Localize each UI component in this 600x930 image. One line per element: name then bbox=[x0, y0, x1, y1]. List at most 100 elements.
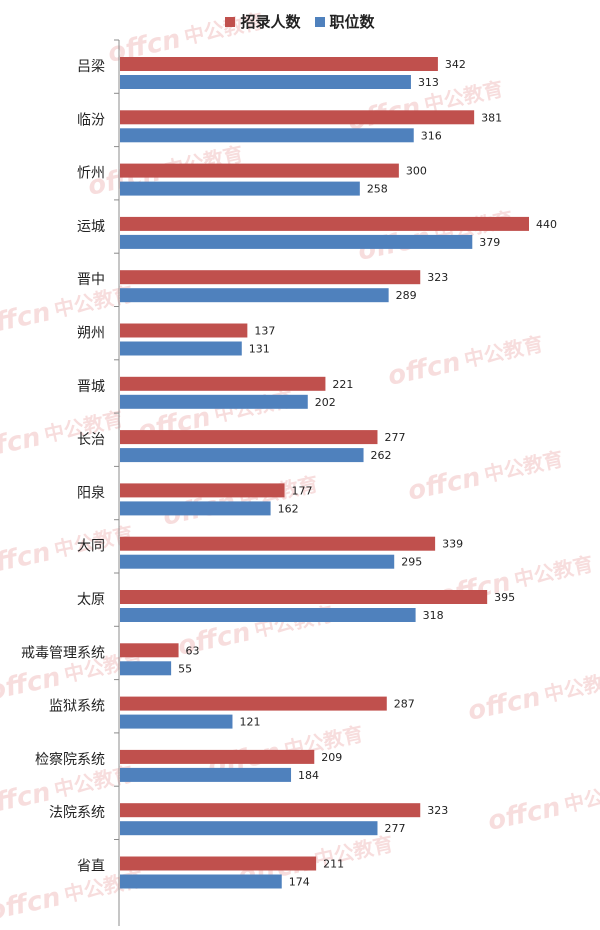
watermark-text: 中公教育 bbox=[512, 552, 595, 592]
category-label: 戒毒管理系统 bbox=[21, 645, 105, 661]
data-label: 277 bbox=[384, 822, 405, 835]
bar bbox=[120, 430, 378, 445]
bar bbox=[120, 376, 326, 391]
data-label: 289 bbox=[396, 289, 417, 302]
watermark-brand: offcn bbox=[405, 462, 483, 507]
bar bbox=[120, 181, 360, 196]
watermark-brand: offcn bbox=[0, 882, 63, 926]
watermark-text: 中公教育 bbox=[482, 447, 565, 487]
bar bbox=[120, 128, 414, 143]
bar bbox=[120, 608, 416, 622]
data-label: 295 bbox=[401, 556, 422, 569]
bar bbox=[120, 590, 488, 604]
data-label: 131 bbox=[249, 343, 270, 356]
category-label: 大同 bbox=[77, 539, 105, 555]
bar bbox=[120, 57, 438, 71]
bar bbox=[120, 501, 271, 516]
category-label: 法院系统 bbox=[49, 805, 105, 821]
legend-item-series-2: 职位数 bbox=[314, 11, 375, 32]
bar bbox=[120, 110, 475, 125]
legend-swatch-series-1 bbox=[225, 16, 236, 27]
category-label: 检察院系统 bbox=[35, 751, 105, 768]
legend-label-series-1: 招录人数 bbox=[240, 13, 301, 31]
data-label: 262 bbox=[371, 449, 392, 462]
bar bbox=[120, 643, 179, 658]
category-label: 太原 bbox=[77, 592, 105, 608]
watermark-text: 中公教育 bbox=[542, 667, 600, 707]
bar bbox=[120, 234, 473, 249]
data-label: 381 bbox=[481, 111, 502, 124]
bar bbox=[120, 341, 242, 356]
data-label: 121 bbox=[239, 716, 260, 729]
bar bbox=[120, 394, 308, 409]
bar bbox=[120, 696, 387, 711]
data-label: 395 bbox=[494, 591, 515, 604]
category-label: 晋中 bbox=[77, 272, 105, 288]
data-label: 211 bbox=[323, 858, 344, 871]
watermark-brand: offcn bbox=[0, 777, 53, 822]
category-label: 长治 bbox=[77, 432, 105, 448]
data-label: 63 bbox=[186, 644, 200, 657]
watermark-brand: offcn bbox=[385, 347, 463, 392]
bar bbox=[120, 270, 421, 285]
data-label: 209 bbox=[321, 751, 342, 764]
data-label: 313 bbox=[418, 76, 439, 89]
bar bbox=[120, 323, 248, 338]
bar bbox=[120, 661, 172, 676]
data-label: 440 bbox=[536, 218, 557, 231]
bar bbox=[120, 554, 395, 569]
watermark-text: 中公教育 bbox=[462, 332, 545, 372]
bar bbox=[120, 767, 292, 782]
data-label: 184 bbox=[298, 769, 319, 782]
bar bbox=[120, 216, 529, 231]
category-label: 阳泉 bbox=[77, 484, 105, 501]
watermark-brand: offcn bbox=[465, 682, 543, 727]
data-label: 316 bbox=[421, 129, 442, 142]
data-label: 174 bbox=[289, 876, 310, 889]
data-label: 379 bbox=[479, 236, 500, 249]
data-label: 323 bbox=[427, 271, 448, 284]
watermark-text: 中公教育 bbox=[562, 777, 600, 817]
data-label: 323 bbox=[427, 804, 448, 817]
data-label: 287 bbox=[394, 698, 415, 711]
watermark-brand: offcn bbox=[435, 567, 513, 612]
data-label: 339 bbox=[442, 538, 463, 551]
data-label: 258 bbox=[367, 183, 388, 196]
legend: 招录人数 职位数 bbox=[0, 11, 600, 32]
category-label: 监狱系统 bbox=[49, 699, 105, 715]
category-label: 吕梁 bbox=[77, 59, 105, 75]
bar bbox=[120, 75, 411, 89]
category-label: 临汾 bbox=[77, 112, 105, 128]
data-label: 221 bbox=[332, 378, 353, 391]
category-label: 晋城 bbox=[77, 379, 105, 395]
data-label: 277 bbox=[384, 431, 405, 444]
category-label: 忻州 bbox=[77, 166, 105, 182]
data-label: 162 bbox=[278, 502, 299, 515]
bar bbox=[120, 163, 399, 178]
bar bbox=[120, 821, 378, 836]
legend-item-series-1: 招录人数 bbox=[225, 11, 301, 32]
bar bbox=[120, 483, 285, 498]
watermark-brand: offcn bbox=[0, 422, 43, 467]
data-label: 202 bbox=[315, 396, 336, 409]
data-label: 137 bbox=[254, 325, 275, 338]
data-label: 300 bbox=[406, 165, 427, 178]
bar bbox=[120, 803, 421, 818]
category-label: 运城 bbox=[77, 219, 105, 235]
category-label: 朔州 bbox=[77, 326, 105, 342]
data-label: 342 bbox=[445, 58, 466, 71]
bar bbox=[120, 714, 233, 729]
bar bbox=[120, 536, 436, 551]
data-label: 55 bbox=[178, 662, 192, 675]
watermark-brand: offcn bbox=[485, 792, 563, 837]
bar bbox=[120, 874, 282, 889]
bar bbox=[120, 749, 315, 764]
